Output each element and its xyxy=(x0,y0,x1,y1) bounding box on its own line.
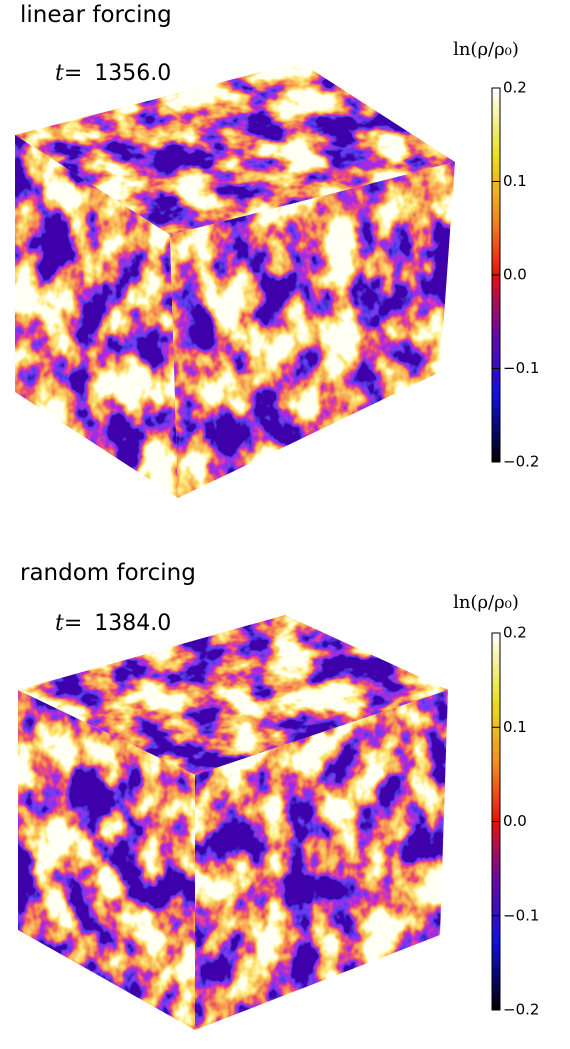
colorbar-tick-label: −0.1 xyxy=(503,906,539,924)
time-value: 1384.0 xyxy=(94,611,171,636)
time-prefix: t= xyxy=(55,61,82,86)
colorbar-tick-label: 0.2 xyxy=(503,79,527,97)
time-label: t= 1384.0 xyxy=(55,611,171,636)
colorbar-tick-label: 0.0 xyxy=(503,812,527,830)
time-label: t= 1356.0 xyxy=(55,61,171,86)
colorbar-tick-label: −0.2 xyxy=(503,453,539,471)
colorbar-tick-label: 0.2 xyxy=(503,624,527,642)
colorbar-tick-label: −0.2 xyxy=(503,1001,539,1019)
colorbar-tick-label: 0.1 xyxy=(503,718,527,736)
panel: linear forcing t= 1356.0 ln(ρ/ρ₀) 0.2 0.1 0.0 −… xyxy=(15,2,539,498)
colorbar-label: ln(ρ/ρ₀) xyxy=(453,39,519,60)
colorbar-tick-label: −0.1 xyxy=(503,359,539,377)
panel-title: random forcing xyxy=(20,560,196,586)
colorbar-label: ln(ρ/ρ₀) xyxy=(453,592,519,613)
colorbar-tick-label: 0.0 xyxy=(503,266,527,284)
time-value: 1356.0 xyxy=(94,61,171,86)
time-prefix: t= xyxy=(55,611,82,636)
panel: random forcing t= 1384.0 ln(ρ/ρ₀) 0.2 0.1 0.0 −… xyxy=(18,560,539,1030)
panel-title: linear forcing xyxy=(20,2,172,28)
colorbar-tick-label: 0.1 xyxy=(503,172,527,190)
